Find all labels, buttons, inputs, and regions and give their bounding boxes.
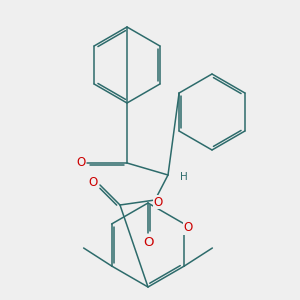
- Text: O: O: [143, 236, 153, 248]
- Text: O: O: [76, 157, 85, 169]
- Text: H: H: [180, 172, 188, 182]
- Text: O: O: [88, 176, 98, 188]
- Text: O: O: [184, 221, 193, 235]
- Text: O: O: [153, 196, 163, 208]
